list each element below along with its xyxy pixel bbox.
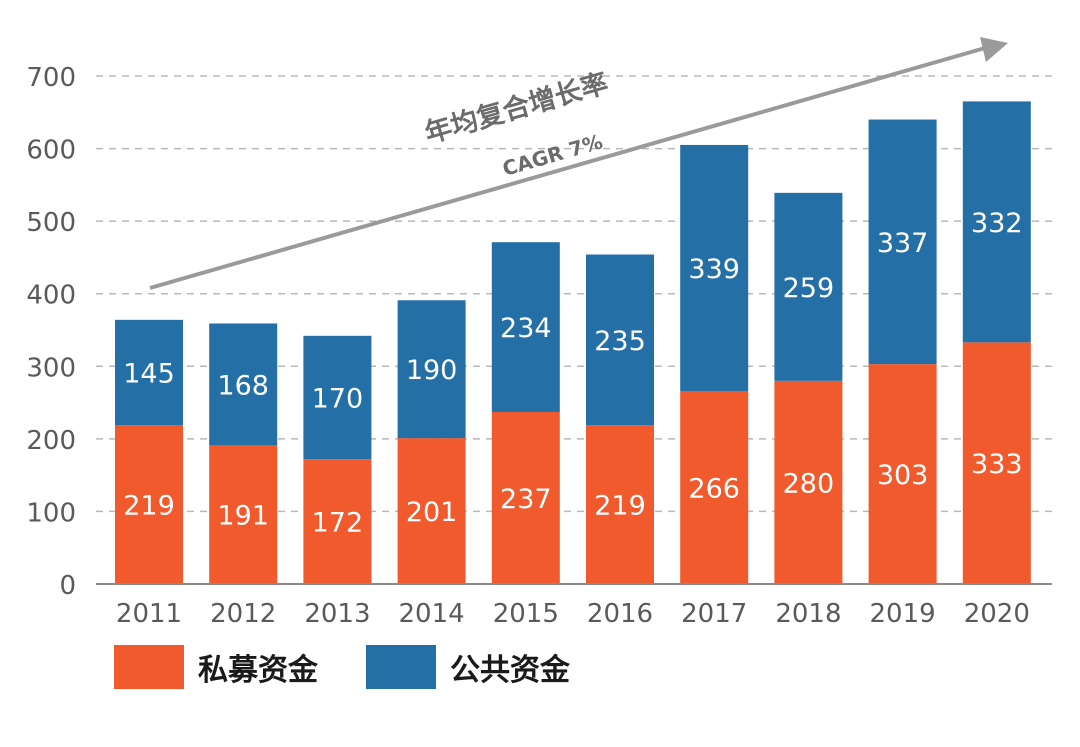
y-tick-label: 200 xyxy=(26,426,76,456)
y-tick-label: 0 xyxy=(59,571,76,601)
x-tick-label: 2012 xyxy=(210,599,276,629)
data-label-public-2017: 339 xyxy=(688,254,740,285)
legend-swatch-public xyxy=(366,645,436,689)
y-axis-ticks: 0 100 200 300 400 500 600 700 xyxy=(26,63,76,601)
bar-public-2012 xyxy=(209,323,278,446)
data-label-public-2019: 337 xyxy=(877,228,929,259)
bar-public-2017 xyxy=(680,144,749,391)
bar-private-2011 xyxy=(115,425,183,584)
bar-public-2019 xyxy=(868,119,937,365)
bar-public-2013 xyxy=(303,335,372,460)
data-label-private-2015: 237 xyxy=(500,484,552,515)
data-label-public-2015: 234 xyxy=(500,313,552,344)
bar-public-2016 xyxy=(586,254,654,426)
bar-public-2011 xyxy=(115,319,183,426)
data-label-private-2011: 219 xyxy=(123,491,175,522)
data-label-private-2014: 201 xyxy=(406,497,458,528)
x-tick-label: 2020 xyxy=(964,599,1030,629)
bar-private-2012 xyxy=(209,445,278,584)
bar-public-2015 xyxy=(491,242,560,413)
bars: 219 145 191 168 172 170 201 190 237 234 219 235 266 3… xyxy=(115,101,1031,584)
y-tick-label: 400 xyxy=(26,281,76,311)
cagr-arrow-head xyxy=(980,37,1008,62)
bar-private-2015 xyxy=(491,412,560,584)
data-label-private-2017: 266 xyxy=(688,473,740,504)
x-tick-label: 2011 xyxy=(116,599,182,629)
y-tick-label: 500 xyxy=(26,208,76,238)
x-axis-ticks: 2011 2012 2013 2014 2015 2016 2017 2018 2019 2020 xyxy=(116,599,1030,629)
bar-public-2014 xyxy=(397,300,466,439)
legend-item-private: 私募资金 xyxy=(114,645,318,689)
data-label-public-2012: 168 xyxy=(217,370,269,401)
data-label-private-2012: 191 xyxy=(217,501,269,532)
bar-private-2020 xyxy=(962,342,1031,584)
y-tick-label: 300 xyxy=(26,353,76,383)
y-tick-label: 600 xyxy=(26,136,76,166)
bar-private-2014 xyxy=(397,438,466,584)
bar-private-2019 xyxy=(868,364,937,584)
data-label-public-2016: 235 xyxy=(594,326,646,357)
bar-private-2017 xyxy=(680,390,749,584)
x-tick-label: 2013 xyxy=(304,599,370,629)
legend-swatch-private xyxy=(114,645,184,689)
bar-private-2013 xyxy=(303,459,372,584)
bar-private-2016 xyxy=(586,425,654,584)
x-tick-label: 2016 xyxy=(587,599,653,629)
data-label-public-2018: 259 xyxy=(783,273,835,304)
data-label-private-2018: 280 xyxy=(783,468,835,499)
data-label-private-2020: 333 xyxy=(971,449,1023,480)
legend: 私募资金 公共资金 xyxy=(114,645,618,689)
y-tick-label: 100 xyxy=(26,498,76,528)
legend-item-public: 公共资金 xyxy=(366,645,570,689)
x-tick-label: 2018 xyxy=(775,599,841,629)
x-tick-label: 2017 xyxy=(681,599,747,629)
bar-public-2020 xyxy=(962,101,1031,343)
data-label-public-2020: 332 xyxy=(971,208,1023,239)
legend-label-private: 私募资金 xyxy=(198,653,318,688)
x-tick-label: 2014 xyxy=(399,599,465,629)
data-label-private-2016: 219 xyxy=(594,491,646,522)
data-label-private-2019: 303 xyxy=(877,460,929,491)
bar-public-2018 xyxy=(774,192,843,381)
bar-private-2018 xyxy=(774,380,843,584)
y-tick-label: 700 xyxy=(26,63,76,93)
x-tick-label: 2015 xyxy=(493,599,559,629)
data-label-public-2014: 190 xyxy=(406,355,458,386)
legend-label-public: 公共资金 xyxy=(450,653,570,688)
x-tick-label: 2019 xyxy=(870,599,936,629)
data-label-public-2013: 170 xyxy=(312,383,364,414)
data-label-private-2013: 172 xyxy=(312,508,364,539)
cagr-arrow-shaft xyxy=(149,46,986,290)
data-label-public-2011: 145 xyxy=(123,358,175,389)
